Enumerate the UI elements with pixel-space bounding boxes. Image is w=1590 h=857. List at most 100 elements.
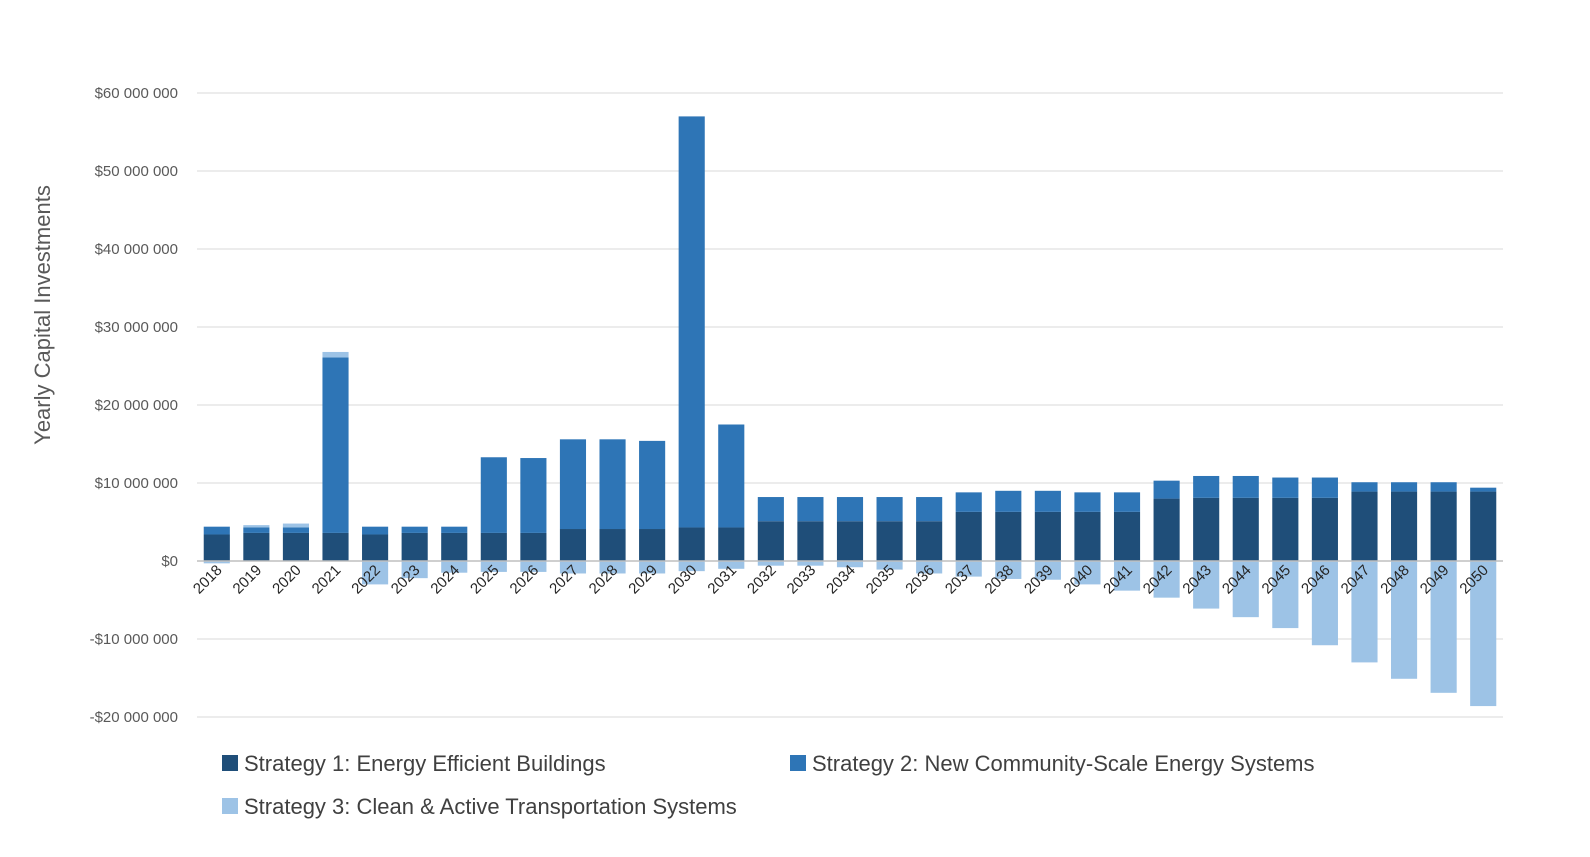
bar-segment-s1-2024 (441, 532, 468, 561)
bar-segment-s3-2037 (955, 561, 982, 577)
bar-segment-s3-2021 (322, 351, 349, 358)
bar-segment-s1-2027 (559, 529, 587, 561)
bar-segment-s2-2031 (718, 424, 745, 528)
bar-segment-s2-2035 (876, 497, 903, 522)
y-tick-label: -$10 000 000 (90, 631, 178, 648)
bar-segment-s1-2039 (1034, 511, 1061, 561)
bar-segment-s2-2045 (1272, 477, 1299, 498)
bar-segment-s2-2029 (639, 440, 666, 530)
bar-segment-s3-2040 (1074, 561, 1101, 585)
bar-segment-s1-2028 (599, 529, 626, 561)
bar-segment-s1-2044 (1232, 497, 1259, 561)
bar-segment-s3-2020 (282, 523, 309, 528)
bar-segment-s3-2019 (243, 525, 270, 528)
bar-segment-s3-2042 (1153, 561, 1180, 598)
bar-segment-s3-2035 (876, 561, 903, 570)
legend-item: Strategy 1: Energy Efficient Buildings (222, 751, 606, 776)
bar-segment-s2-2042 (1153, 480, 1180, 499)
legend: Strategy 1: Energy Efficient Buildings St… (222, 751, 1315, 819)
bar-segment-s2-2043 (1193, 475, 1220, 498)
bar-segment-s3-2048 (1391, 561, 1418, 679)
bar-segment-s2-2038 (995, 490, 1022, 512)
bar-segment-s1-2029 (639, 529, 666, 561)
bar-segment-s3-2025 (480, 561, 507, 572)
bar-segment-s2-2027 (559, 439, 587, 530)
y-tick-label: $20 000 000 (95, 397, 178, 414)
y-tick-label: $10 000 000 (95, 475, 178, 492)
bar-segment-s2-2019 (243, 527, 270, 533)
x-tick-label: 2019 (230, 562, 266, 598)
x-tick-label: 2032 (744, 562, 780, 598)
bar-segment-s1-2018 (203, 534, 230, 561)
legend-swatch (790, 755, 806, 771)
bar-segment-s1-2023 (401, 532, 428, 561)
bar-segment-s3-2043 (1193, 561, 1220, 609)
bar-segment-s3-2046 (1311, 561, 1338, 646)
bar-segment-s3-2050 (1470, 561, 1497, 707)
bars (203, 116, 1497, 707)
x-tick-label: 2033 (784, 562, 820, 598)
bar-segment-s1-2035 (876, 521, 903, 561)
y-tick-label: $40 000 000 (95, 241, 178, 258)
bar-segment-s2-2044 (1232, 475, 1259, 498)
y-tick-label: $0 (161, 553, 178, 570)
bar-segment-s2-2028 (599, 439, 626, 530)
bar-segment-s1-2019 (243, 532, 270, 561)
bar-segment-s3-2036 (916, 561, 943, 574)
bar-segment-s1-2022 (362, 534, 389, 561)
legend-label: Strategy 2: New Community-Scale Energy S… (812, 751, 1315, 776)
bar-segment-s2-2037 (955, 492, 982, 512)
y-axis-title: Yearly Capital Investments (30, 185, 55, 445)
y-tick-label: -$20 000 000 (90, 709, 178, 726)
bar-segment-s3-2024 (441, 561, 468, 573)
bar-segment-s2-2018 (203, 526, 230, 535)
bar-segment-s2-2049 (1430, 482, 1457, 492)
bar-segment-s3-2032 (757, 561, 784, 566)
bar-segment-s1-2045 (1272, 497, 1299, 561)
bar-segment-s3-2018 (203, 561, 230, 564)
bar-segment-s2-2025 (480, 457, 507, 533)
legend-item: Strategy 2: New Community-Scale Energy S… (790, 751, 1315, 776)
bar-segment-s3-2027 (559, 561, 587, 574)
bar-segment-s3-2029 (639, 561, 666, 574)
bar-segment-s3-2034 (836, 561, 864, 568)
bar-segment-s1-2036 (916, 521, 943, 561)
bar-segment-s2-2048 (1391, 482, 1418, 492)
bar-segment-s3-2030 (678, 561, 705, 572)
bar-segment-s1-2030 (678, 527, 705, 561)
bar-segment-s2-2026 (520, 458, 547, 533)
bar-segment-s2-2046 (1311, 477, 1338, 498)
bar-segment-s2-2022 (362, 526, 389, 535)
x-tick-label: 2018 (190, 562, 226, 598)
bar-segment-s1-2041 (1113, 511, 1141, 561)
bar-segment-s2-2039 (1034, 490, 1061, 512)
bar-segment-s3-2039 (1034, 561, 1061, 580)
bar-segment-s3-2031 (718, 561, 745, 569)
bar-segment-s2-2030 (678, 116, 705, 528)
bar-segment-s1-2026 (520, 532, 547, 561)
bar-segment-s2-2040 (1074, 492, 1101, 512)
bar-segment-s3-2045 (1272, 561, 1299, 629)
legend-swatch (222, 798, 238, 814)
legend-swatch (222, 755, 238, 771)
bar-segment-s1-2025 (480, 532, 507, 561)
bar-segment-s2-2050 (1470, 487, 1497, 492)
bar-segment-s2-2041 (1113, 492, 1141, 512)
bar-segment-s2-2023 (401, 526, 428, 533)
bar-segment-s2-2036 (916, 497, 943, 522)
legend-item: Strategy 3: Clean & Active Transportatio… (222, 794, 737, 819)
bar-segment-s1-2046 (1311, 497, 1338, 561)
bar-segment-s2-2020 (282, 527, 309, 533)
bar-segment-s2-2033 (797, 497, 824, 522)
bar-segment-s3-2022 (362, 561, 389, 585)
bar-segment-s2-2024 (441, 526, 468, 533)
bar-segment-s1-2047 (1351, 491, 1378, 561)
bar-segment-s3-2033 (797, 561, 824, 566)
bar-segment-s1-2048 (1391, 491, 1418, 561)
x-tick-label: 2021 (309, 562, 345, 598)
bar-segment-s1-2031 (718, 527, 745, 561)
bar-segment-s1-2050 (1470, 491, 1497, 561)
bar-segment-s1-2032 (757, 521, 784, 561)
